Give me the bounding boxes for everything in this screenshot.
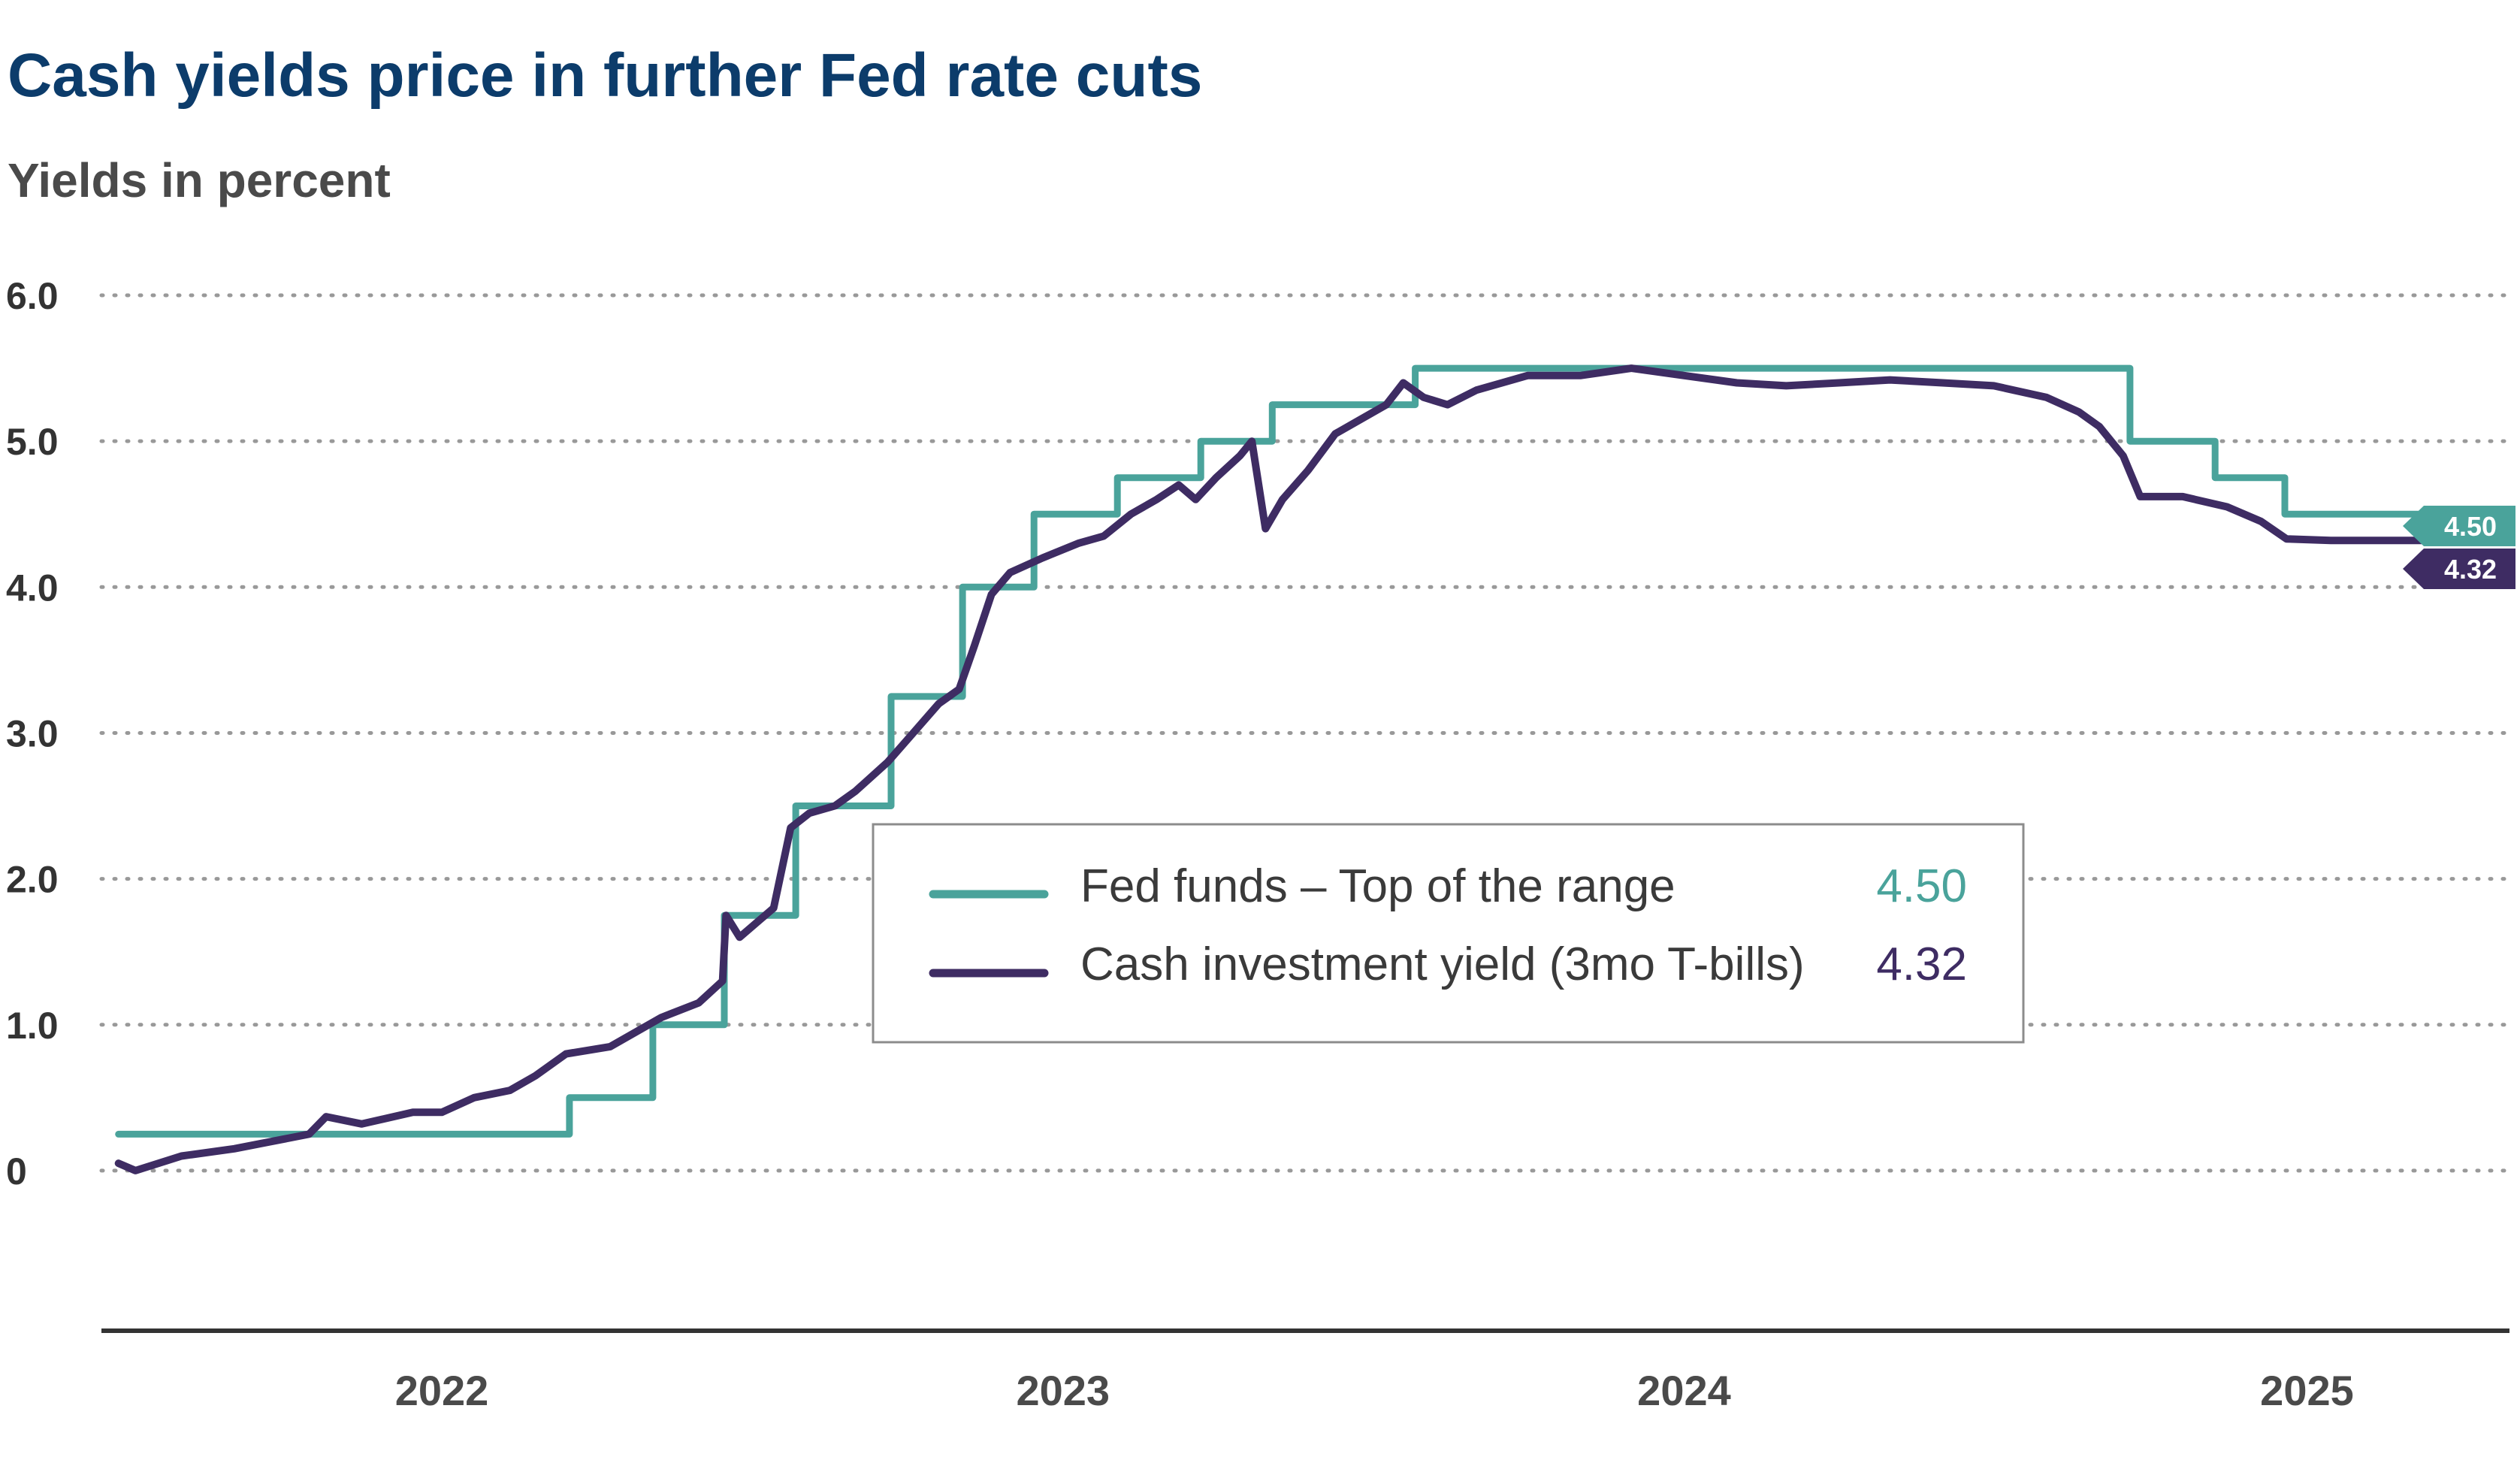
x-tick-label: 2024 — [1637, 1367, 1731, 1414]
y-tick-label: 6.0 — [6, 275, 59, 317]
legend-label-fed: Fed funds – Top of the range — [1080, 860, 1675, 912]
series-line-fed-funds — [115, 364, 2462, 1138]
x-tick-label: 2023 — [1016, 1367, 1110, 1414]
y-tick-label: 3.0 — [6, 712, 59, 754]
y-axis-ticks: 0 1.0 2.0 3.0 4.0 5.0 6.0 — [6, 275, 59, 1192]
y-tick-label: 4.0 — [6, 567, 59, 609]
end-tag-label: 4.50 — [2444, 511, 2497, 542]
y-tick-label: 0 — [6, 1150, 27, 1192]
y-tick-label: 5.0 — [6, 421, 59, 463]
series-line-tbills — [114, 364, 2462, 1174]
y-tick-label: 2.0 — [6, 859, 59, 901]
chart-title: Cash yields price in further Fed rate cu… — [8, 41, 1202, 110]
end-tag-label: 4.32 — [2444, 554, 2497, 585]
legend-value-tbill: 4.32 — [1876, 939, 1967, 990]
end-tag — [2403, 506, 2515, 546]
legend: Fed funds – Top of the range 4.50 Cash i… — [872, 823, 2025, 1044]
x-axis-ticks: 2022 2023 2024 2025 — [395, 1367, 2354, 1414]
end-value-tags: 4.50 4.32 — [2403, 506, 2515, 589]
y-tick-label: 1.0 — [6, 1005, 59, 1047]
x-tick-label: 2025 — [2260, 1367, 2354, 1414]
chart-subtitle: Yields in percent — [8, 153, 391, 207]
legend-box — [872, 823, 2025, 1044]
end-tag — [2403, 549, 2515, 589]
x-tick-label: 2022 — [395, 1367, 489, 1414]
legend-value-fed: 4.50 — [1876, 860, 1967, 912]
legend-label-tbill: Cash investment yield (3mo T-bills) — [1080, 939, 1805, 990]
series-lines — [114, 364, 2462, 1174]
